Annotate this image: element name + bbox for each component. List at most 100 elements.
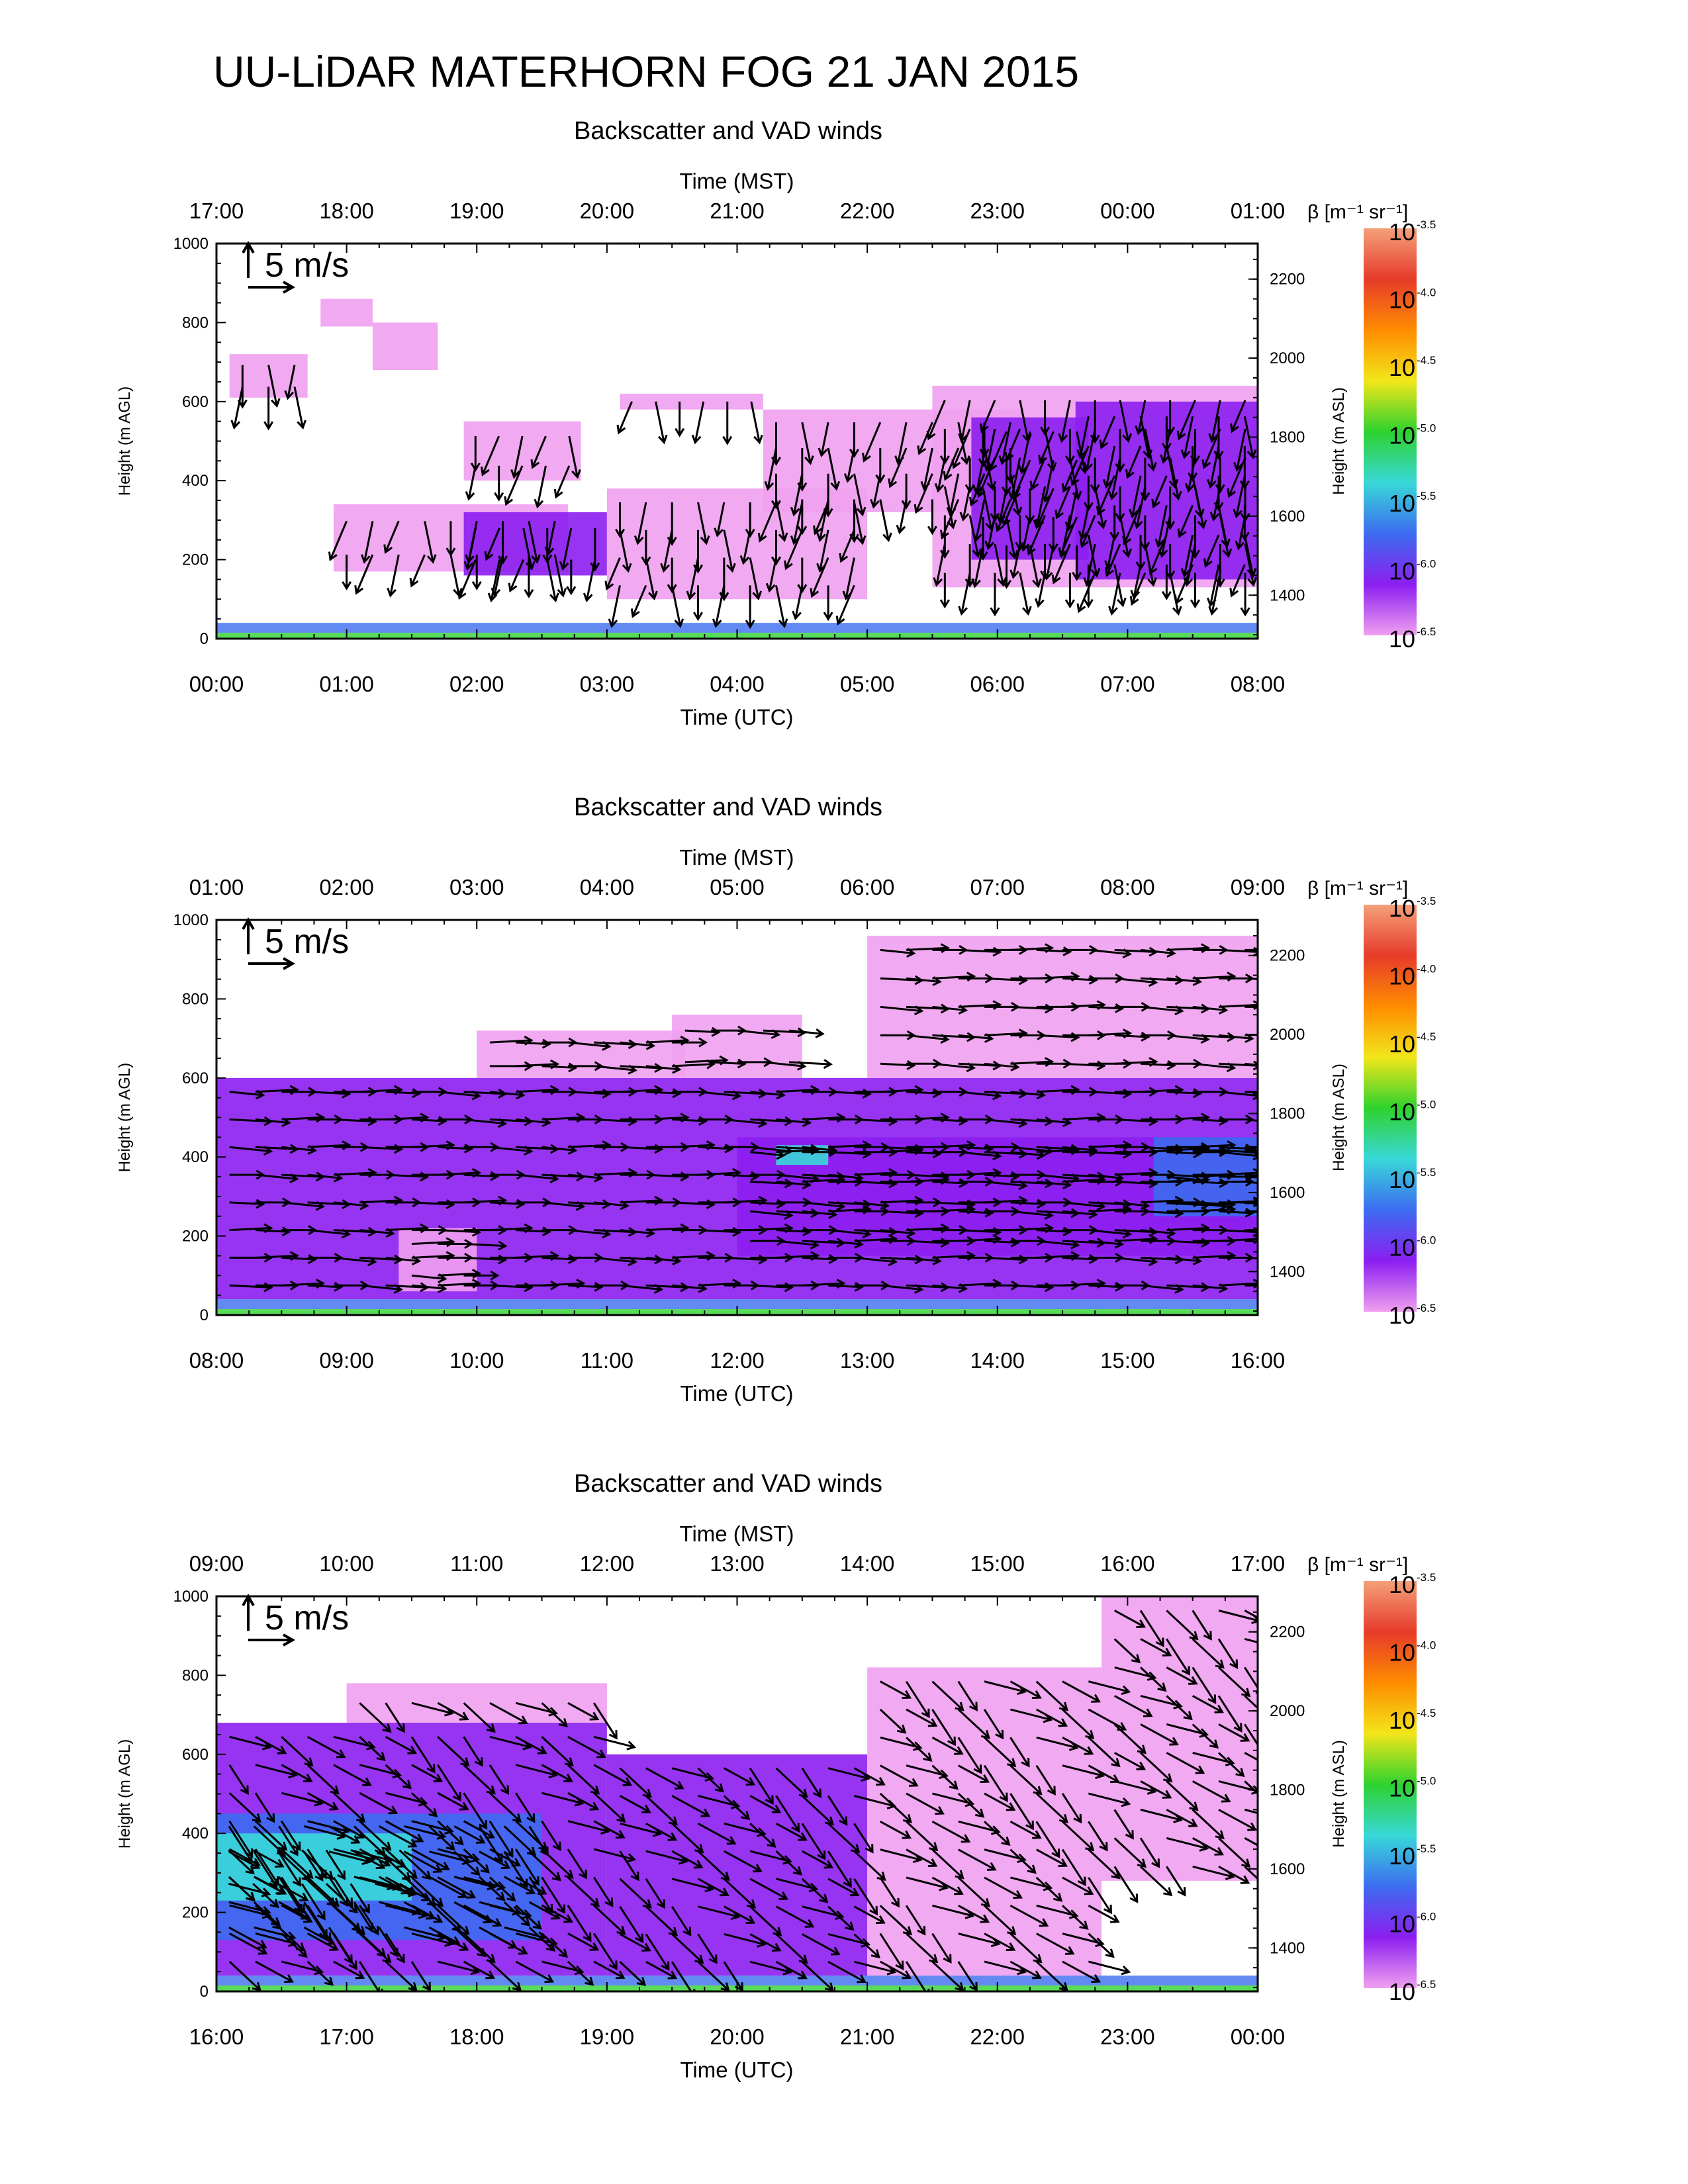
wind-vector <box>593 1792 626 1823</box>
wind-vector-head <box>463 1143 474 1154</box>
wind-vector <box>619 1795 651 1813</box>
wind-vector-head <box>471 581 482 591</box>
wind-vector-head <box>971 578 981 588</box>
colorbar <box>1364 1581 1417 1988</box>
x-tick-label-mst: 12:00 <box>580 1551 635 1576</box>
wind-vector <box>1166 977 1201 983</box>
wind-vector-head <box>969 496 978 507</box>
wind-vector <box>672 1144 714 1148</box>
wind-vector <box>632 584 647 617</box>
wind-vector <box>802 1116 844 1120</box>
wind-vector <box>1036 948 1070 953</box>
wind-vector <box>353 1927 386 1957</box>
wind-vector <box>759 502 777 541</box>
wind-vector-head <box>440 1862 450 1871</box>
wind-vector <box>593 1764 632 1786</box>
wind-vector-head <box>674 618 684 629</box>
wind-vector <box>1088 1229 1131 1236</box>
wind-vector-head <box>485 1829 495 1839</box>
wind-vector <box>229 1226 271 1232</box>
wind-vector-head <box>1051 1848 1060 1858</box>
wind-vector <box>515 1960 553 1983</box>
wind-vector-head <box>1080 538 1089 549</box>
wind-vector-head <box>984 1207 994 1218</box>
wind-vector-head <box>984 540 995 551</box>
wind-vector <box>802 1282 844 1287</box>
wind-vector-head <box>1022 606 1032 616</box>
wind-vector-head <box>275 1886 286 1895</box>
wind-vector-head <box>824 1982 834 1991</box>
wind-vector-head <box>1272 1143 1278 1151</box>
wind-vector-head <box>252 1813 261 1823</box>
wind-scale-right-head <box>283 281 296 294</box>
wind-vector <box>1010 1708 1051 1721</box>
wind-vector-head <box>496 1891 506 1901</box>
wind-vector-head <box>920 480 931 491</box>
wind-vector-head <box>804 1919 815 1928</box>
wind-vector <box>1166 1116 1209 1120</box>
wind-vector-head <box>1176 430 1186 441</box>
wind-vector-head <box>1051 574 1061 584</box>
wind-vector-head <box>1115 463 1125 473</box>
wind-vector <box>567 1144 610 1148</box>
wind-vector <box>984 1821 1010 1846</box>
wind-vector-head <box>551 1911 561 1920</box>
wind-vector-head <box>1143 449 1152 459</box>
wind-vector-head <box>641 556 651 566</box>
wind-vector-head <box>876 1777 886 1786</box>
wind-vector-head <box>1091 1694 1101 1703</box>
wind-vector <box>944 447 960 480</box>
y2-tick-label: 2000 <box>1270 1702 1305 1720</box>
wind-vector <box>984 1848 1025 1861</box>
wind-vector <box>515 1735 546 1754</box>
x-tick-label-mst: 10:00 <box>319 1551 374 1576</box>
wind-vector <box>1244 1638 1258 1644</box>
y2-axis-title: Height (m ASL) <box>1330 1740 1348 1848</box>
wind-vector-head <box>737 1058 747 1069</box>
wind-vector-head <box>932 1148 942 1159</box>
wind-vector <box>957 1961 978 1991</box>
wind-vector-head <box>1214 1846 1224 1856</box>
wind-vector <box>438 1091 480 1097</box>
wind-vector <box>827 1795 847 1825</box>
y-tick-label: 400 <box>182 1148 209 1166</box>
wind-vector <box>516 1089 558 1093</box>
wind-vector-head <box>490 1270 500 1281</box>
wind-vector-head <box>258 1940 267 1949</box>
wind-vector <box>1166 1226 1209 1232</box>
wind-vector <box>303 1876 336 1906</box>
wind-vector <box>437 1792 468 1810</box>
wind-vector-head <box>686 590 696 601</box>
colorbar-tick-exponent: -3.5 <box>1417 1571 1436 1584</box>
wind-vector-head <box>532 1920 542 1930</box>
wind-vector <box>1037 572 1047 606</box>
wind-vector-head <box>1219 1116 1229 1126</box>
wind-vector <box>353 1876 395 1888</box>
x-tick-label-utc: 12:00 <box>710 1348 765 1373</box>
wind-vector-head <box>1033 1786 1043 1796</box>
wind-vector-head <box>457 590 467 600</box>
wind-vector <box>724 1905 755 1924</box>
wind-vector <box>1114 1181 1156 1185</box>
wind-vector <box>968 515 980 557</box>
wind-vector <box>385 1116 428 1120</box>
wind-vector <box>1010 1060 1053 1065</box>
wind-vector <box>889 447 908 487</box>
wind-vector-head <box>1083 577 1093 587</box>
wind-vector <box>827 1767 869 1780</box>
wind-vector <box>749 1767 774 1804</box>
wind-vector <box>1244 1610 1258 1619</box>
wind-vector <box>697 1961 729 1991</box>
wind-vector <box>671 1850 702 1868</box>
wind-vector-head <box>1181 1666 1190 1676</box>
wind-vector <box>724 1118 766 1125</box>
wind-vector <box>594 1256 636 1263</box>
wind-vector <box>532 435 547 468</box>
wind-vector <box>489 1091 524 1097</box>
wind-vector <box>385 1256 420 1263</box>
wind-vector-head <box>951 459 961 469</box>
wind-vector-head <box>303 1774 313 1783</box>
wind-vector <box>228 1820 253 1857</box>
wind-vector-head <box>329 1801 339 1811</box>
wind-vector <box>489 1284 532 1289</box>
